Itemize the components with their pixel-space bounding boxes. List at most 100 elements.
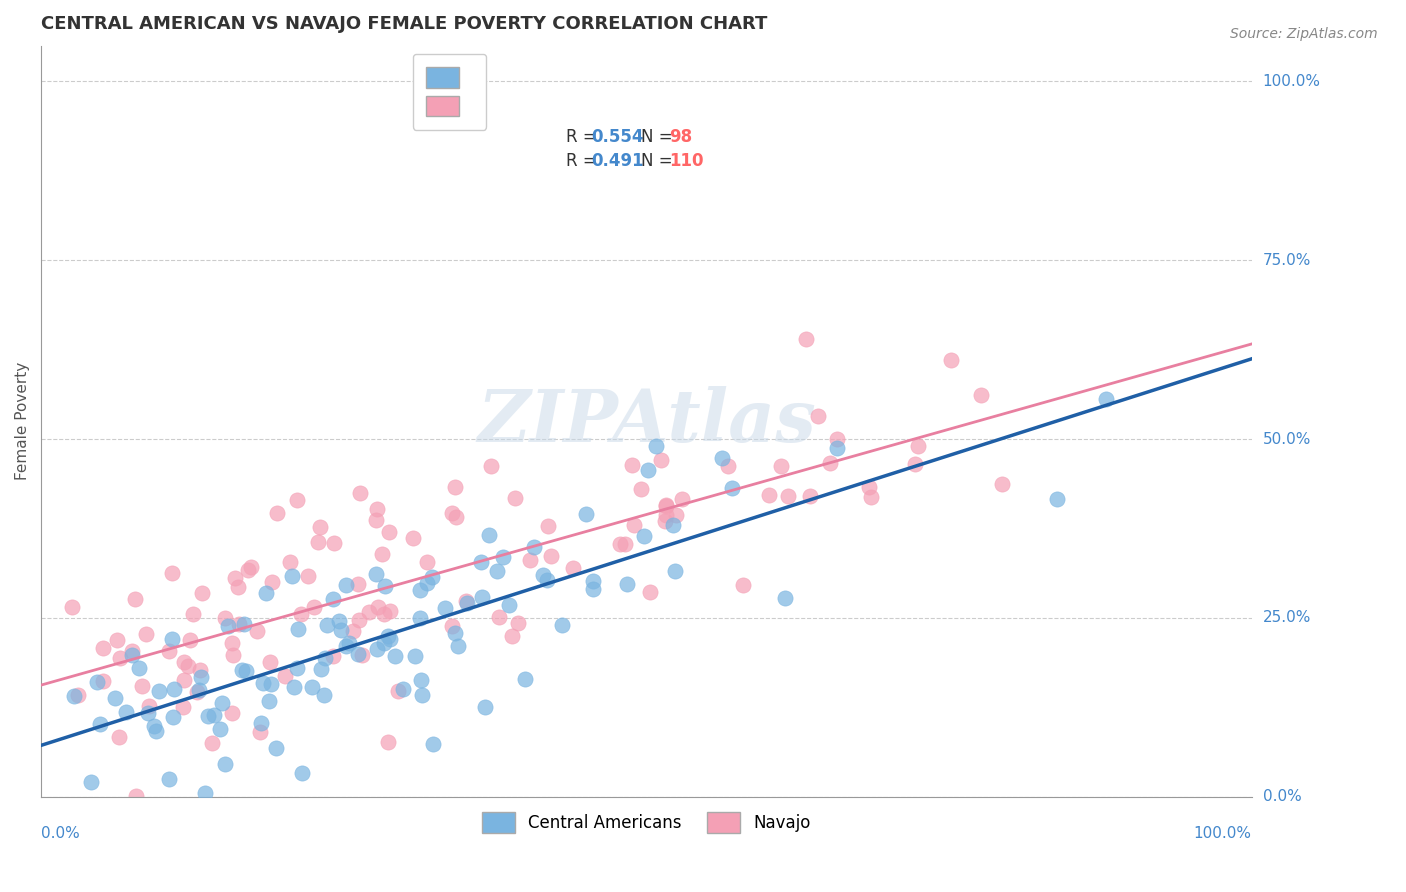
Point [128,661,150,675]
Point [246,624,269,638]
Point [433,601,456,615]
Point [444,626,467,640]
Point [290,607,312,621]
Text: 100.0%: 100.0% [1194,826,1251,841]
Point [309,520,332,534]
Point [392,682,415,697]
Point [186,684,208,698]
Point [172,700,194,714]
Text: 110: 110 [669,153,703,170]
Point [1046,492,1069,507]
Point [444,480,467,494]
Point [190,586,212,600]
Y-axis label: Female Poverty: Female Poverty [15,362,30,480]
Point [775,591,797,605]
Point [562,561,585,575]
Point [818,456,841,470]
Text: R =: R = [567,153,602,170]
Point [485,564,508,578]
Point [536,573,558,587]
Text: CENTRAL AMERICAN VS NAVAJO FEMALE POVERTY CORRELATION CHART: CENTRAL AMERICAN VS NAVAJO FEMALE POVERT… [41,15,768,33]
Point [540,549,562,563]
Point [939,352,962,367]
Point [1095,392,1118,406]
Point [665,508,688,523]
Point [262,574,284,589]
Point [515,673,537,687]
Point [110,651,132,665]
Point [226,580,249,594]
Point [408,582,430,597]
Point [162,632,184,646]
Point [671,491,693,506]
Point [373,636,395,650]
Point [447,639,470,653]
Point [236,563,259,577]
Point [222,648,245,662]
Point [616,577,638,591]
Point [373,607,395,621]
Point [717,458,740,473]
Text: 0.491: 0.491 [591,153,644,170]
Point [770,459,793,474]
Point [807,409,830,423]
Point [478,528,501,542]
Point [224,572,246,586]
Point [285,493,308,508]
Point [197,708,219,723]
Point [422,737,444,751]
Point [347,613,370,627]
Point [444,510,467,524]
Point [302,600,325,615]
Point [384,648,406,663]
Point [776,490,799,504]
Point [337,636,360,650]
Point [114,705,136,719]
Point [177,659,200,673]
Point [654,514,676,528]
Point [366,502,388,516]
Point [637,463,659,477]
Point [285,661,308,675]
Point [661,518,683,533]
Point [621,458,644,473]
Point [91,674,114,689]
Point [231,664,253,678]
Point [347,577,370,591]
Point [173,673,195,688]
Point [860,490,883,504]
Point [217,618,239,632]
Point [181,607,204,621]
Point [63,689,86,703]
Point [357,605,380,619]
Point [254,586,277,600]
Point [799,489,821,503]
Point [733,578,755,592]
Point [582,574,605,589]
Point [342,624,364,638]
Point [416,555,439,569]
Point [609,537,631,551]
Point [194,786,217,800]
Point [402,532,425,546]
Point [235,664,257,678]
Point [335,639,357,653]
Point [536,519,558,533]
Text: 0.0%: 0.0% [41,826,80,841]
Point [232,617,254,632]
Point [367,599,389,614]
Point [89,716,111,731]
Point [124,591,146,606]
Point [574,507,596,521]
Point [228,616,250,631]
Point [644,439,666,453]
Point [508,615,530,630]
Point [131,679,153,693]
Point [970,388,993,402]
Point [125,789,148,803]
Point [250,715,273,730]
Point [266,506,288,520]
Point [274,669,297,683]
Point [470,555,492,569]
Point [349,486,371,500]
